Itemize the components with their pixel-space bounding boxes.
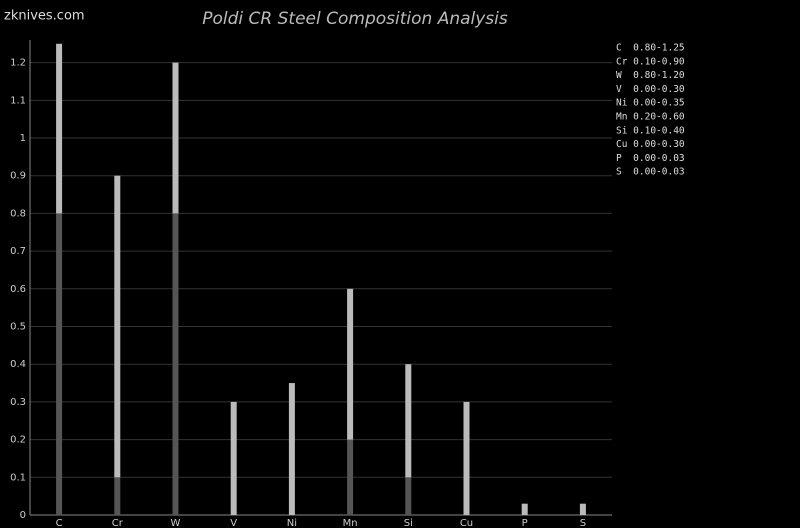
bar-low — [405, 477, 412, 515]
legend-entry: C 0.80-1.25 — [616, 43, 685, 54]
y-tick-label: 0.5 — [10, 322, 26, 333]
bar-range — [463, 401, 470, 515]
legend-entry: W 0.80-1.20 — [616, 70, 685, 81]
x-tick-label: C — [56, 518, 63, 528]
x-tick-label: Cr — [112, 518, 124, 528]
x-tick-label: S — [580, 518, 586, 528]
chart-title: Poldi CR Steel Composition Analysis — [202, 9, 508, 29]
bar-low — [114, 477, 121, 515]
y-tick-label: 0.7 — [10, 246, 26, 257]
y-tick-label: 0.8 — [10, 208, 26, 219]
bar-range — [56, 43, 63, 214]
y-tick-label: 0 — [20, 510, 26, 521]
legend-entry: Mn 0.20-0.60 — [616, 112, 685, 123]
x-tick-label: Si — [404, 518, 413, 528]
y-tick-label: 1 — [20, 133, 26, 144]
bar-range — [579, 503, 586, 515]
bar-low — [347, 439, 354, 515]
bar-low — [172, 213, 179, 515]
y-tick-label: 0.4 — [10, 359, 26, 370]
legend-entry: P 0.00-0.03 — [616, 153, 685, 164]
bar-range — [288, 383, 295, 515]
y-tick-label: 0.1 — [10, 472, 26, 483]
watermark: zknives.com — [4, 9, 85, 24]
bar-range — [172, 62, 179, 214]
bar-low — [56, 213, 63, 515]
legend-entry: S 0.00-0.03 — [616, 167, 685, 178]
x-tick-label: Cu — [460, 518, 473, 528]
bar-range — [405, 364, 412, 478]
bar-range — [347, 288, 354, 440]
y-tick-label: 1.2 — [10, 58, 26, 69]
y-tick-label: 0.3 — [10, 397, 26, 408]
y-tick-label: 1.1 — [10, 95, 26, 106]
legend-entry: Cu 0.00-0.30 — [616, 139, 685, 150]
legend-entry: Cr 0.10-0.90 — [616, 56, 685, 67]
y-tick-label: 0.6 — [10, 284, 26, 295]
x-tick-label: Ni — [287, 518, 297, 528]
legend-entry: Si 0.10-0.40 — [616, 125, 685, 136]
y-tick-label: 0.2 — [10, 435, 26, 446]
y-tick-label: 0.9 — [10, 171, 26, 182]
legend-entry: Ni 0.00-0.35 — [616, 98, 685, 109]
x-tick-label: P — [522, 518, 528, 528]
bar-range — [114, 175, 121, 478]
x-tick-label: Mn — [343, 518, 358, 528]
legend-entry: V 0.00-0.30 — [616, 84, 685, 95]
bar-range — [230, 401, 237, 515]
x-tick-label: W — [171, 518, 181, 528]
bar-range — [521, 503, 528, 515]
x-tick-label: V — [230, 518, 237, 528]
